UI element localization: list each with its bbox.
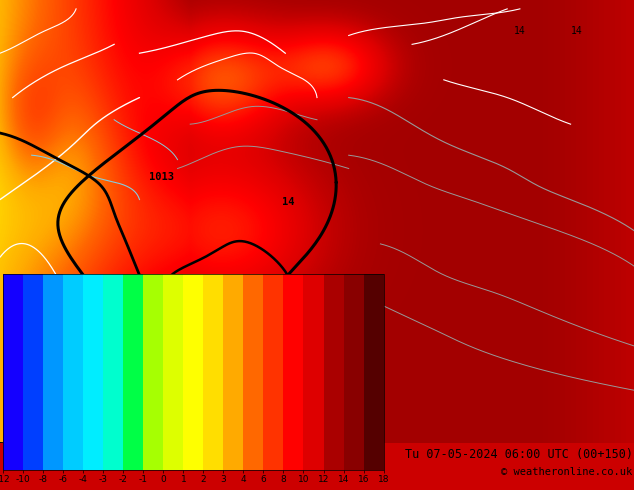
Text: Theta-W 850hPa [hPa] ECMWF: Theta-W 850hPa [hPa] ECMWF [3, 448, 188, 461]
Text: 16: 16 [197, 423, 209, 433]
Text: 14: 14 [571, 26, 583, 36]
Text: Tu 07-05-2024 06:00 UTC (00+150): Tu 07-05-2024 06:00 UTC (00+150) [404, 448, 633, 461]
Text: 1013: 1013 [149, 172, 174, 182]
Text: 14: 14 [282, 197, 295, 207]
Text: © weatheronline.co.uk: © weatheronline.co.uk [501, 467, 633, 477]
Text: 14: 14 [514, 26, 526, 36]
